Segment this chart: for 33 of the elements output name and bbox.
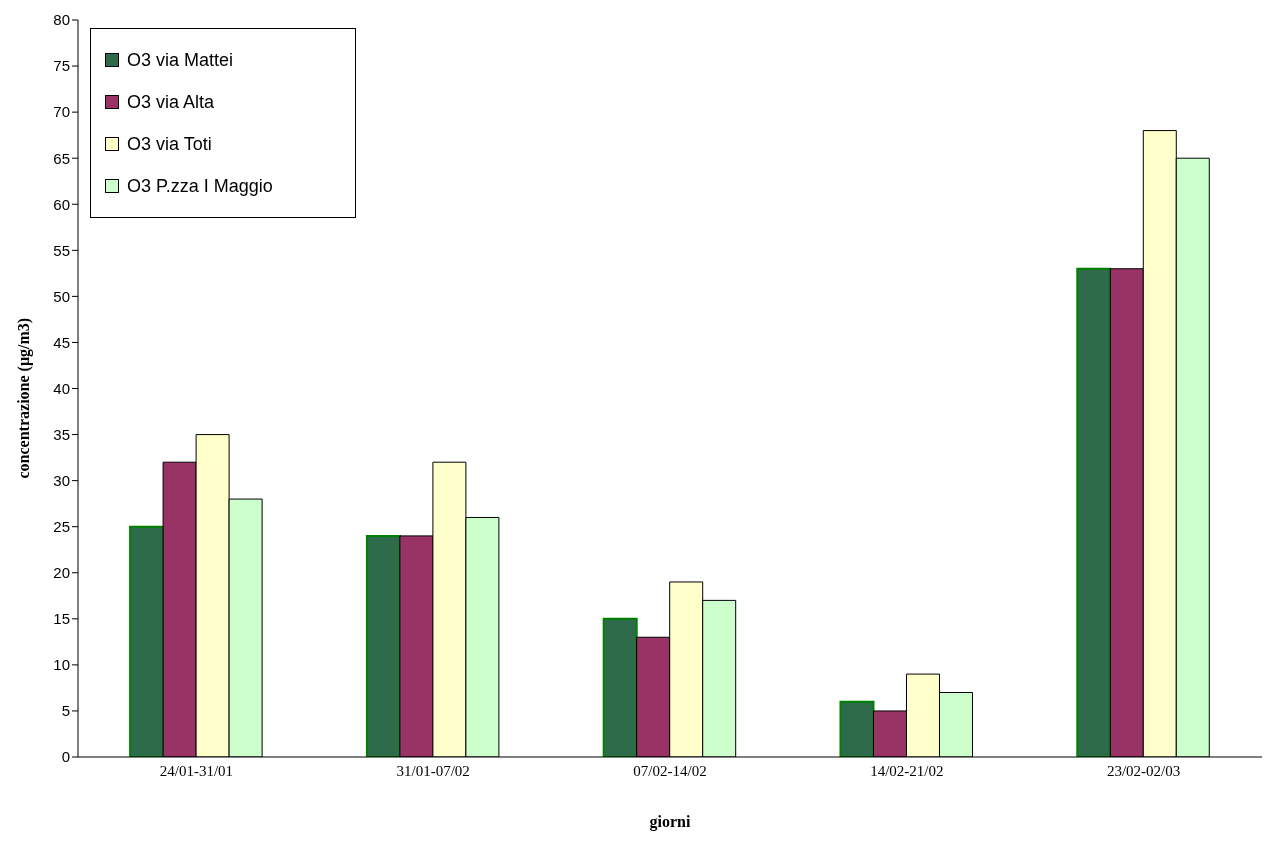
y-tick-label: 5 [61, 702, 70, 720]
legend-label: O3 via Alta [127, 91, 215, 113]
bar [365, 534, 401, 757]
y-tick-label: 70 [53, 103, 70, 121]
x-tick-label: 24/01-31/01 [159, 762, 234, 779]
y-tick-label: 65 [53, 149, 70, 167]
x-tick-label: 23/02-02/03 [1106, 762, 1181, 779]
y-tick-label: 30 [53, 471, 70, 489]
bar [839, 700, 875, 757]
y-tick-label: 10 [53, 656, 70, 674]
bar [602, 617, 638, 757]
y-tick-label: 0 [61, 748, 70, 766]
y-tick-label: 55 [53, 241, 70, 259]
y-tick-label: 75 [53, 57, 70, 75]
y-tick-label: 60 [53, 195, 70, 213]
y-tick-label: 40 [53, 379, 70, 397]
x-tick-label: 31/01-07/02 [396, 762, 470, 779]
x-tick-label: 14/02-21/02 [870, 762, 944, 779]
legend-label: O3 via Toti [127, 133, 212, 155]
y-tick-label: 20 [53, 564, 70, 582]
y-tick-label: 25 [53, 518, 70, 536]
bar [129, 525, 165, 757]
x-tick-label: 07/02-14/02 [633, 762, 707, 779]
y-tick-label: 35 [53, 425, 70, 443]
y-tick-label: 80 [53, 11, 70, 29]
legend-label: O3 via Mattei [127, 49, 234, 71]
y-tick-label: 50 [53, 287, 70, 305]
bar [1076, 267, 1112, 757]
y-tick-label: 45 [53, 333, 70, 351]
y-axis-title: concentrazione (μg/m3) [14, 317, 33, 479]
y-tick-label: 15 [53, 610, 70, 628]
x-axis-title: giorni [649, 813, 691, 831]
legend-label: O3 P.zza I Maggio [127, 175, 273, 197]
